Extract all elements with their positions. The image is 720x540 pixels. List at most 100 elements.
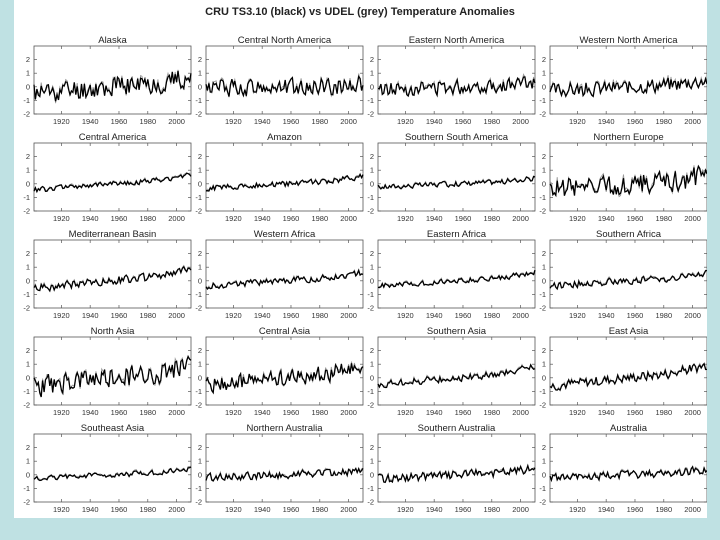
x-tick-label: 2000: [340, 408, 357, 417]
plot-frame: [205, 45, 364, 115]
y-tick-label: -2: [195, 498, 202, 507]
series-line-cru: [33, 466, 192, 482]
panel-title: Central America: [79, 132, 147, 143]
x-tick-label: 1920: [569, 311, 586, 320]
panel-northern-australia: Northern Australia 2 1 0 -1 -2 1920 1940 1960 198…: [195, 423, 364, 514]
y-tick-label: 2: [370, 55, 374, 64]
y-tick-label: 0: [26, 276, 30, 285]
x-tick-label: 1920: [397, 311, 414, 320]
x-tick-label: 1980: [655, 117, 672, 126]
y-tick-label: -1: [367, 290, 374, 299]
y-tick-label: 1: [198, 69, 202, 78]
y-tick-label: 2: [370, 346, 374, 355]
x-tick-label: 1960: [283, 505, 300, 514]
y-tick-label: 1: [26, 263, 30, 272]
y-tick-label: 0: [26, 470, 30, 479]
series-line-cru: [377, 463, 536, 484]
panel-western-africa: Western Africa 2 1 0 -1 -2 1920 1940 1960 1980 200…: [195, 229, 364, 320]
plot-frame: [33, 239, 192, 309]
x-tick-label: 2000: [684, 214, 701, 223]
plot-frame: [205, 336, 364, 406]
y-tick-label: -1: [539, 387, 546, 396]
x-tick-label: 1940: [82, 311, 99, 320]
y-tick-label: -2: [539, 207, 546, 216]
x-tick-label: 2000: [512, 505, 529, 514]
panel-mediterranean-basin: Mediterranean Basin 2 1 0 -1 -2 1920 1940 1960 19…: [23, 229, 192, 320]
plot-frame: [549, 142, 707, 212]
series-line-cru: [205, 75, 364, 98]
y-tick-label: 0: [198, 373, 202, 382]
y-tick-label: -2: [367, 110, 374, 119]
panel-title: Central North America: [238, 35, 332, 46]
series-line-cru: [377, 363, 536, 389]
x-tick-label: 1940: [598, 505, 615, 514]
plot-frame: [549, 239, 707, 309]
y-tick-label: -2: [367, 207, 374, 216]
panel-title: Alaska: [98, 35, 127, 46]
x-tick-label: 1980: [311, 117, 328, 126]
x-tick-label: 1940: [254, 311, 271, 320]
y-tick-label: -1: [367, 387, 374, 396]
y-tick-label: -2: [195, 207, 202, 216]
y-tick-label: 2: [198, 249, 202, 258]
y-tick-label: -1: [367, 484, 374, 493]
plot-frame: [377, 433, 536, 503]
plot-frame: [205, 433, 364, 503]
series-line-udel: [377, 363, 536, 389]
x-tick-label: 1960: [455, 214, 472, 223]
x-tick-label: 1980: [139, 214, 156, 223]
y-tick-label: 2: [26, 152, 30, 161]
y-tick-label: -2: [195, 401, 202, 410]
panel-central-asia: Central Asia 2 1 0 -1 -2 1920 1940 1960 1980 2000: [195, 326, 364, 417]
series-line-cru: [377, 76, 536, 98]
plot-frame: [377, 142, 536, 212]
y-tick-label: 1: [26, 69, 30, 78]
y-tick-label: -2: [539, 498, 546, 507]
y-tick-label: 2: [26, 346, 30, 355]
x-tick-label: 1940: [254, 117, 271, 126]
y-tick-label: 2: [370, 152, 374, 161]
y-tick-label: 0: [26, 82, 30, 91]
panel-southern-australia: Southern Australia 2 1 0 -1 -2 1920 1940 1960 198…: [367, 423, 536, 514]
panel-title: Amazon: [267, 132, 302, 143]
y-tick-label: 1: [370, 360, 374, 369]
y-tick-label: 2: [198, 152, 202, 161]
y-tick-label: 1: [542, 166, 546, 175]
y-tick-label: 0: [370, 373, 374, 382]
x-tick-label: 1940: [426, 408, 443, 417]
y-tick-label: 0: [542, 470, 546, 479]
y-tick-label: 1: [370, 263, 374, 272]
series-line-cru: [549, 269, 707, 291]
plot-frame: [549, 433, 707, 503]
y-tick-label: 1: [370, 457, 374, 466]
panel-central-america: Central America 2 1 0 -1 -2 1920 1940 1960 1980 20…: [23, 132, 192, 223]
y-tick-label: 2: [542, 443, 546, 452]
y-tick-label: -1: [539, 290, 546, 299]
plot-frame: [33, 336, 192, 406]
y-tick-label: 2: [26, 249, 30, 258]
series-line-cru: [205, 173, 364, 192]
x-tick-label: 1960: [627, 505, 644, 514]
panel-alaska: Alaska 2 1 0 -1 -2 1920 1940 1960 1980 2000: [23, 35, 192, 126]
x-tick-label: 1960: [455, 408, 472, 417]
y-tick-label: 0: [542, 82, 546, 91]
y-tick-label: 1: [198, 360, 202, 369]
panel-title: Western North America: [579, 35, 678, 46]
y-tick-label: -1: [23, 193, 30, 202]
x-tick-label: 1940: [426, 311, 443, 320]
x-tick-label: 1940: [254, 408, 271, 417]
plot-frame: [205, 239, 364, 309]
y-tick-label: 2: [542, 55, 546, 64]
plot-frame: [549, 45, 707, 115]
chart-svg: CRU TS3.10 (black) vs UDEL (grey) Temper…: [23, 6, 707, 514]
y-tick-label: 0: [370, 276, 374, 285]
y-tick-label: -1: [23, 290, 30, 299]
y-tick-label: -2: [367, 304, 374, 313]
y-tick-label: 2: [26, 55, 30, 64]
panel-western-north-america: Western North America 2 1 0 -1 -2 1920 1940 1960…: [539, 35, 707, 126]
x-tick-label: 1920: [225, 117, 242, 126]
y-tick-label: 0: [26, 373, 30, 382]
y-tick-label: 0: [370, 179, 374, 188]
series-line-cru: [377, 175, 536, 190]
y-tick-label: -1: [367, 193, 374, 202]
